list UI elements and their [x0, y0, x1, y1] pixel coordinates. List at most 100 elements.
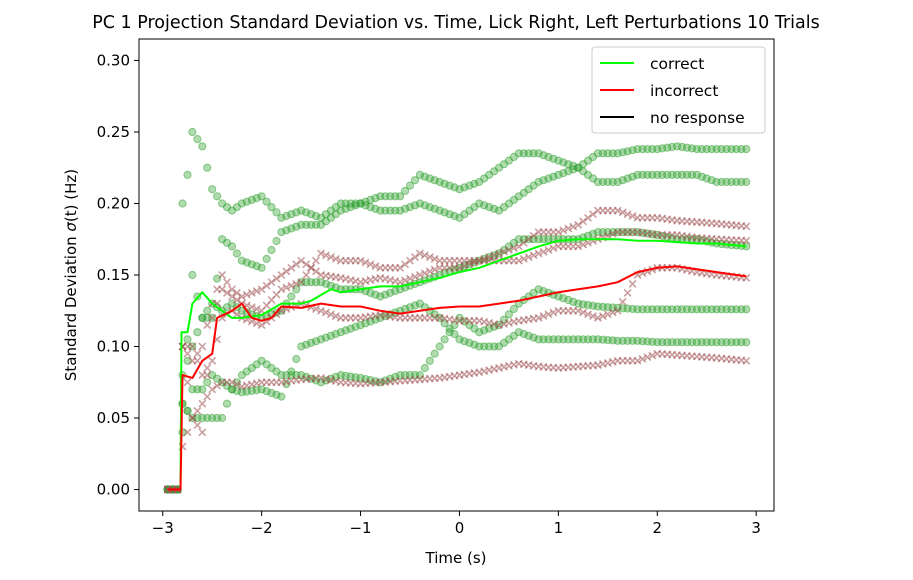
trial-point-incorrect	[242, 290, 251, 299]
legend-label-no-response: no response	[650, 109, 745, 127]
trial-point-incorrect	[549, 244, 558, 253]
trial-point-incorrect	[208, 385, 217, 394]
trial-point-incorrect	[579, 308, 588, 317]
trial-point-incorrect	[262, 281, 271, 290]
trial-point-incorrect	[465, 260, 474, 269]
trial-point-incorrect	[539, 312, 548, 321]
trial-point-correct	[509, 304, 519, 314]
trial-point-correct	[742, 145, 751, 154]
trial-point-incorrect	[361, 258, 370, 267]
trial-point-incorrect	[554, 228, 563, 237]
trial-point-incorrect	[193, 406, 202, 415]
trial-point-correct	[272, 208, 281, 217]
trial-point-correct	[203, 163, 212, 172]
trial-point-correct	[287, 367, 296, 376]
trial-point-incorrect	[277, 285, 286, 294]
series-line-incorrect	[167, 265, 747, 491]
trial-point-incorrect	[183, 349, 192, 358]
trial-point-incorrect	[618, 297, 627, 306]
trial-point-incorrect	[534, 249, 543, 258]
trial-point-incorrect	[420, 269, 429, 278]
y-tick-label: 0.05	[97, 409, 130, 427]
trial-point-correct	[227, 242, 237, 251]
trial-point-incorrect	[297, 278, 306, 287]
trial-point-correct	[450, 329, 459, 339]
trial-point-incorrect	[470, 258, 479, 267]
trial-point-incorrect	[198, 371, 207, 380]
trial-point-incorrect	[638, 355, 647, 363]
trial-point-correct	[183, 406, 192, 415]
trial-point-incorrect	[396, 263, 405, 272]
trial-point-incorrect	[371, 262, 380, 271]
trial-point-incorrect	[277, 271, 286, 279]
trial-point-incorrect	[292, 279, 301, 288]
trial-point-incorrect	[272, 274, 281, 283]
trial-point-incorrect	[312, 267, 320, 276]
trial-point-incorrect	[198, 399, 207, 408]
trial-point-incorrect	[223, 288, 231, 297]
trial-point-incorrect	[406, 274, 414, 283]
trial-point-incorrect	[228, 285, 236, 294]
trial-point-correct	[193, 328, 202, 337]
trial-point-incorrect	[648, 351, 657, 360]
trial-point-incorrect	[228, 292, 236, 301]
trial-point-correct	[203, 378, 212, 387]
trial-point-incorrect	[232, 288, 241, 297]
trial-point-incorrect	[331, 312, 340, 321]
trial-point-incorrect	[401, 260, 410, 269]
trial-point-incorrect	[603, 310, 612, 319]
trial-point-incorrect	[223, 278, 231, 287]
trial-point-incorrect	[302, 260, 311, 269]
trial-series-correct	[163, 127, 751, 494]
trial-point-incorrect	[430, 265, 439, 274]
trial-point-incorrect	[317, 306, 325, 315]
x-tick-label: 3	[751, 519, 761, 537]
trial-point-incorrect	[514, 256, 523, 265]
y-tick-label: 0.00	[97, 481, 130, 499]
trial-point-correct	[420, 363, 429, 373]
trial-point-correct	[257, 192, 266, 201]
trial-point-correct	[742, 338, 751, 347]
trial-point-incorrect	[228, 378, 236, 387]
trial-point-incorrect	[193, 421, 202, 430]
trial-point-correct	[292, 285, 301, 294]
trial-point-incorrect	[574, 220, 583, 229]
trial-point-incorrect	[549, 308, 558, 317]
trial-point-incorrect	[618, 208, 627, 217]
trial-point-incorrect	[495, 249, 503, 258]
trial-point-correct	[742, 305, 751, 314]
trial-point-incorrect	[252, 287, 261, 296]
trial-point-incorrect	[514, 242, 523, 251]
y-tick-label: 0.20	[97, 194, 130, 212]
trial-point-incorrect	[628, 212, 637, 220]
plot-area	[163, 127, 751, 494]
y-tick-label: 0.30	[97, 51, 130, 69]
trial-point-incorrect	[524, 235, 533, 244]
trial-point-incorrect	[500, 247, 508, 256]
trial-point-incorrect	[203, 364, 212, 372]
trial-point-correct	[401, 186, 410, 196]
trial-point-incorrect	[608, 229, 617, 238]
trial-point-correct	[504, 310, 513, 319]
trial-point-correct	[222, 399, 232, 408]
trial-point-incorrect	[252, 305, 261, 313]
trial-point-correct	[178, 199, 187, 208]
trial-point-incorrect	[603, 231, 612, 240]
trial-point-incorrect	[406, 256, 414, 265]
trial-point-incorrect	[539, 247, 548, 256]
trial-point-correct	[218, 413, 227, 423]
x-tick-label: 0	[455, 519, 465, 537]
trial-point-correct	[203, 306, 212, 315]
trial-point-incorrect	[584, 238, 592, 247]
trial-point-incorrect	[455, 263, 464, 272]
trial-point-correct	[277, 392, 286, 401]
trial-point-incorrect	[232, 296, 241, 304]
trial-point-incorrect	[415, 249, 424, 258]
trial-point-incorrect	[326, 253, 335, 262]
trial-point-incorrect	[292, 260, 301, 269]
trial-point-incorrect	[247, 303, 256, 312]
trial-point-incorrect	[598, 312, 607, 321]
trial-point-incorrect	[312, 256, 320, 265]
trial-point-incorrect	[203, 392, 212, 401]
trial-point-correct	[267, 203, 276, 212]
